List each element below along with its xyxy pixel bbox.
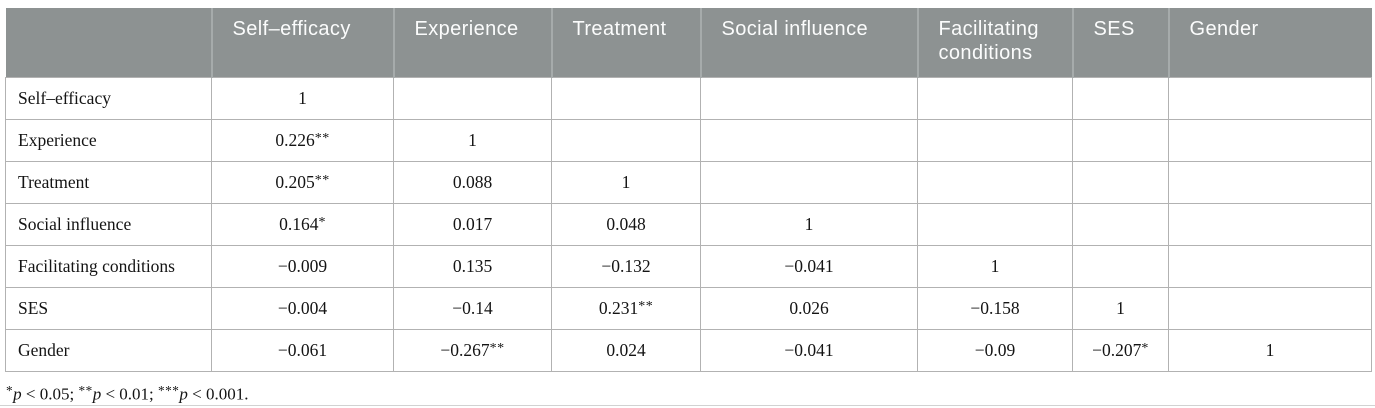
significance-stars: * <box>318 214 326 230</box>
value-cell: −0.09 <box>917 328 1073 372</box>
value-cell <box>1168 244 1372 288</box>
value-cell: −0.132 <box>551 244 701 288</box>
table-body: Self–efficacy 1 Experience 0.226** 1 Treatmen… <box>5 76 1372 372</box>
value-cell: 0.205** <box>211 160 394 204</box>
value-cell <box>1168 76 1372 120</box>
significance-stars: ** <box>78 383 93 398</box>
value-cell: −0.009 <box>211 244 394 288</box>
value-cell: 1 <box>700 202 918 246</box>
value-cell <box>917 160 1073 204</box>
correlation-value: 0.226 <box>275 129 315 150</box>
significance-footnote: *p < 0.05; **p < 0.01; ***p < 0.001. <box>6 381 248 405</box>
p-threshold: < 0.001. <box>187 384 249 404</box>
value-cell: 1 <box>393 118 552 162</box>
header-cell: Treatment <box>550 8 701 77</box>
value-cell <box>1072 202 1169 246</box>
correlation-value: 0.164 <box>279 213 319 234</box>
table-row: Social influence 0.164* 0.017 0.048 1 <box>5 202 1372 246</box>
value-cell <box>1072 160 1169 204</box>
p-variable: p <box>179 384 188 404</box>
correlation-value: 0.231 <box>598 297 639 318</box>
value-cell: 0.088 <box>393 160 552 204</box>
value-cell: 0.048 <box>551 202 701 246</box>
significance-stars: ** <box>638 298 654 314</box>
value-cell: −0.041 <box>700 244 918 288</box>
table-row: SES −0.004 −0.14 0.231** 0.026 −0.158 1 <box>5 286 1372 330</box>
value-cell: −0.004 <box>211 286 394 330</box>
value-cell <box>917 202 1073 246</box>
p-threshold: < 0.01; <box>101 384 158 404</box>
value-cell <box>1168 202 1372 246</box>
significance-stars: ** <box>314 130 330 146</box>
value-cell <box>1168 286 1372 330</box>
value-cell <box>917 118 1073 162</box>
value-cell <box>551 76 701 120</box>
value-cell: 1 <box>1168 328 1372 372</box>
value-cell <box>1072 76 1169 120</box>
row-label: Self–efficacy <box>5 76 212 120</box>
row-label: Facilitating conditions <box>5 244 212 288</box>
significance-stars: * <box>1141 340 1149 356</box>
table-row: Self–efficacy 1 <box>5 76 1372 120</box>
value-cell: 1 <box>917 244 1073 288</box>
value-cell: 0.024 <box>551 328 701 372</box>
header-cell: Social influence <box>699 8 918 77</box>
value-cell: 0.226** <box>211 118 394 162</box>
value-cell: 0.164* <box>211 202 394 246</box>
significance-stars: ** <box>314 172 330 188</box>
table-row: Treatment 0.205** 0.088 1 <box>5 160 1372 204</box>
correlation-table: Self–efficacy Experience Treatment Social i… <box>5 8 1372 372</box>
significance-stars: ** <box>489 340 505 356</box>
value-cell: 1 <box>1072 286 1169 330</box>
value-cell <box>393 76 552 120</box>
header-row: Self–efficacy Experience Treatment Social i… <box>5 8 1372 77</box>
value-cell: −0.041 <box>700 328 918 372</box>
value-cell: 1 <box>211 76 394 120</box>
value-cell: −0.267** <box>393 328 552 372</box>
value-cell: 0.231** <box>551 286 701 330</box>
header-cell: Experience <box>392 8 552 77</box>
value-cell <box>700 160 918 204</box>
row-label: Treatment <box>5 160 212 204</box>
value-cell <box>1168 160 1372 204</box>
row-label: Gender <box>5 328 212 372</box>
value-cell <box>1072 118 1169 162</box>
value-cell: −0.207* <box>1072 328 1169 372</box>
correlation-value: −0.207 <box>1092 339 1142 360</box>
value-cell <box>917 76 1073 120</box>
header-cell: Facilitating conditions <box>916 8 1073 77</box>
header-cell: Gender <box>1167 8 1372 77</box>
significance-stars: *** <box>158 383 180 398</box>
figure-bottom-rule <box>0 405 1375 406</box>
value-cell: 0.135 <box>393 244 552 288</box>
correlation-table-wrap: Self–efficacy Experience Treatment Social i… <box>5 8 1372 372</box>
value-cell: 1 <box>551 160 701 204</box>
value-cell <box>700 76 918 120</box>
value-cell: −0.14 <box>393 286 552 330</box>
p-variable: p <box>92 384 102 404</box>
p-threshold: < 0.05; <box>21 384 79 404</box>
row-label: Social influence <box>5 202 212 246</box>
table-row: Experience 0.226** 1 <box>5 118 1372 162</box>
row-label: Experience <box>5 118 212 162</box>
value-cell <box>1072 244 1169 288</box>
table-row: Facilitating conditions −0.009 0.135 −0.132… <box>5 244 1372 288</box>
header-cell-empty <box>5 8 212 77</box>
value-cell: 0.026 <box>700 286 918 330</box>
header-cell: SES <box>1071 8 1169 77</box>
value-cell: −0.061 <box>211 328 394 372</box>
value-cell <box>1168 118 1372 162</box>
value-cell: −0.158 <box>917 286 1073 330</box>
table-header: Self–efficacy Experience Treatment Social i… <box>5 8 1372 77</box>
value-cell <box>551 118 701 162</box>
value-cell: 0.017 <box>393 202 552 246</box>
row-label: SES <box>5 286 212 330</box>
value-cell <box>700 118 918 162</box>
table-row: Gender −0.061 −0.267** 0.024 −0.041 −0.09 −0.2… <box>5 328 1372 372</box>
significance-stars: * <box>6 383 14 398</box>
correlation-value: 0.205 <box>275 171 315 192</box>
p-variable: p <box>13 384 22 404</box>
correlation-value: −0.267 <box>440 339 490 360</box>
header-cell: Self–efficacy <box>210 8 394 77</box>
